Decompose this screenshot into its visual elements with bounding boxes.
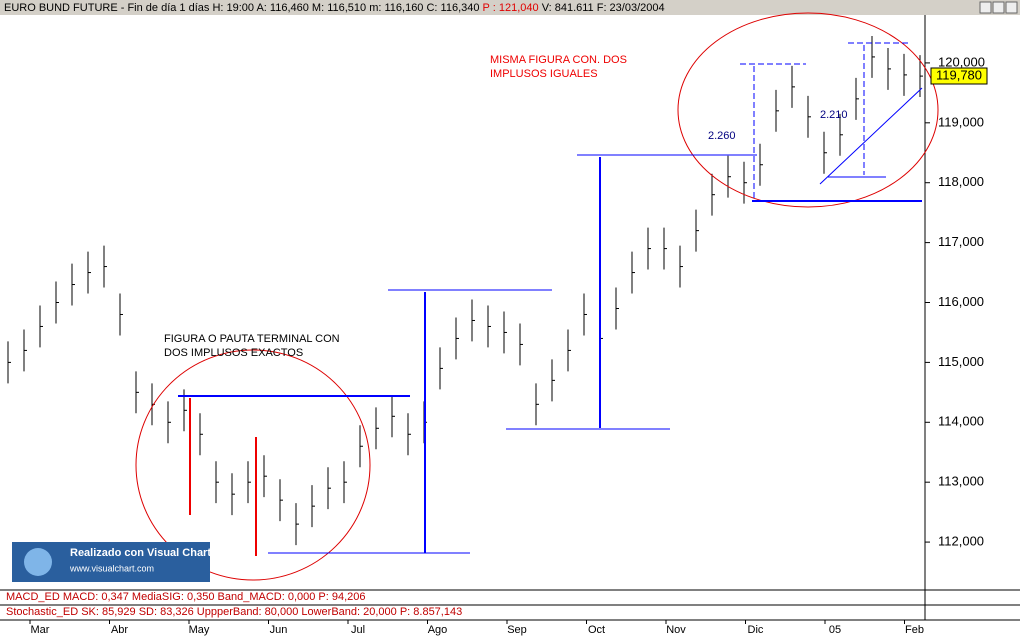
x-tick-label: Oct <box>588 624 605 636</box>
button[interactable] <box>992 1 1005 14</box>
title-bar <box>0 0 1020 15</box>
header-rest: V: 841.611 F: 23/03/2004 <box>542 2 665 14</box>
annotation: FIGURA O PAUTA TERMINAL CON <box>164 333 340 345</box>
x-tick-label: Nov <box>666 624 686 636</box>
annotation: 2.260 <box>708 130 736 142</box>
annotation: MISMA FIGURA CON. DOS <box>490 54 627 66</box>
x-tick-label: Dic <box>748 624 764 636</box>
y-tick-label: 114,000 <box>938 414 984 429</box>
annotations <box>135 12 939 581</box>
annotation: IMPLUSOS IGUALES <box>490 68 598 80</box>
y-tick-label: 118,000 <box>938 174 984 189</box>
macd-label: MACD_ED MACD: 0,347 MediaSIG: 0,350 Band… <box>6 591 366 603</box>
plot <box>7 35 923 546</box>
x-tick-label: Mar <box>31 624 50 636</box>
trendline <box>819 87 923 185</box>
last-price: 119,780 <box>936 67 982 82</box>
x-tick-label: Jul <box>351 624 365 636</box>
y-tick-label: 113,000 <box>938 474 984 489</box>
logo-title: Realizado con Visual Chart <box>70 547 211 559</box>
x-tick-label: Jun <box>270 624 288 636</box>
x-tick-label: Sep <box>507 624 527 636</box>
ellipse <box>677 12 939 208</box>
ellipse <box>135 349 371 581</box>
logo-url: www.visualchart.com <box>69 563 154 573</box>
y-tick-label: 112,000 <box>938 534 984 549</box>
stoch-label: Stochastic_ED SK: 85,929 SD: 83,326 Uppp… <box>6 606 462 618</box>
x-tick-label: Feb <box>905 624 924 636</box>
x-tick-label: May <box>189 624 210 636</box>
header-price: P : 121,040 <box>483 2 539 14</box>
annotation: 2.210 <box>820 109 848 121</box>
annotation: DOS IMPLUSOS EXACTOS <box>164 347 303 359</box>
y-tick-label: 115,000 <box>938 354 984 369</box>
y-tick-label: 117,000 <box>938 234 984 249</box>
logo-icon <box>24 548 52 576</box>
header-title: EURO BUND FUTURE - Fin de día 1 días H: … <box>4 2 479 14</box>
x-tick-label: Ago <box>428 624 448 636</box>
x-tick-label: 05 <box>829 624 841 636</box>
header: EURO BUND FUTURE - Fin de día 1 días H: … <box>4 2 665 14</box>
y-tick-label: 120,000 <box>938 54 985 69</box>
last-price-box <box>930 67 988 85</box>
button[interactable] <box>979 1 992 14</box>
y-tick-label: 116,000 <box>938 294 984 309</box>
button[interactable] <box>1005 1 1018 14</box>
x-tick-label: Abr <box>111 624 128 636</box>
y-tick-label: 119,000 <box>938 114 984 129</box>
